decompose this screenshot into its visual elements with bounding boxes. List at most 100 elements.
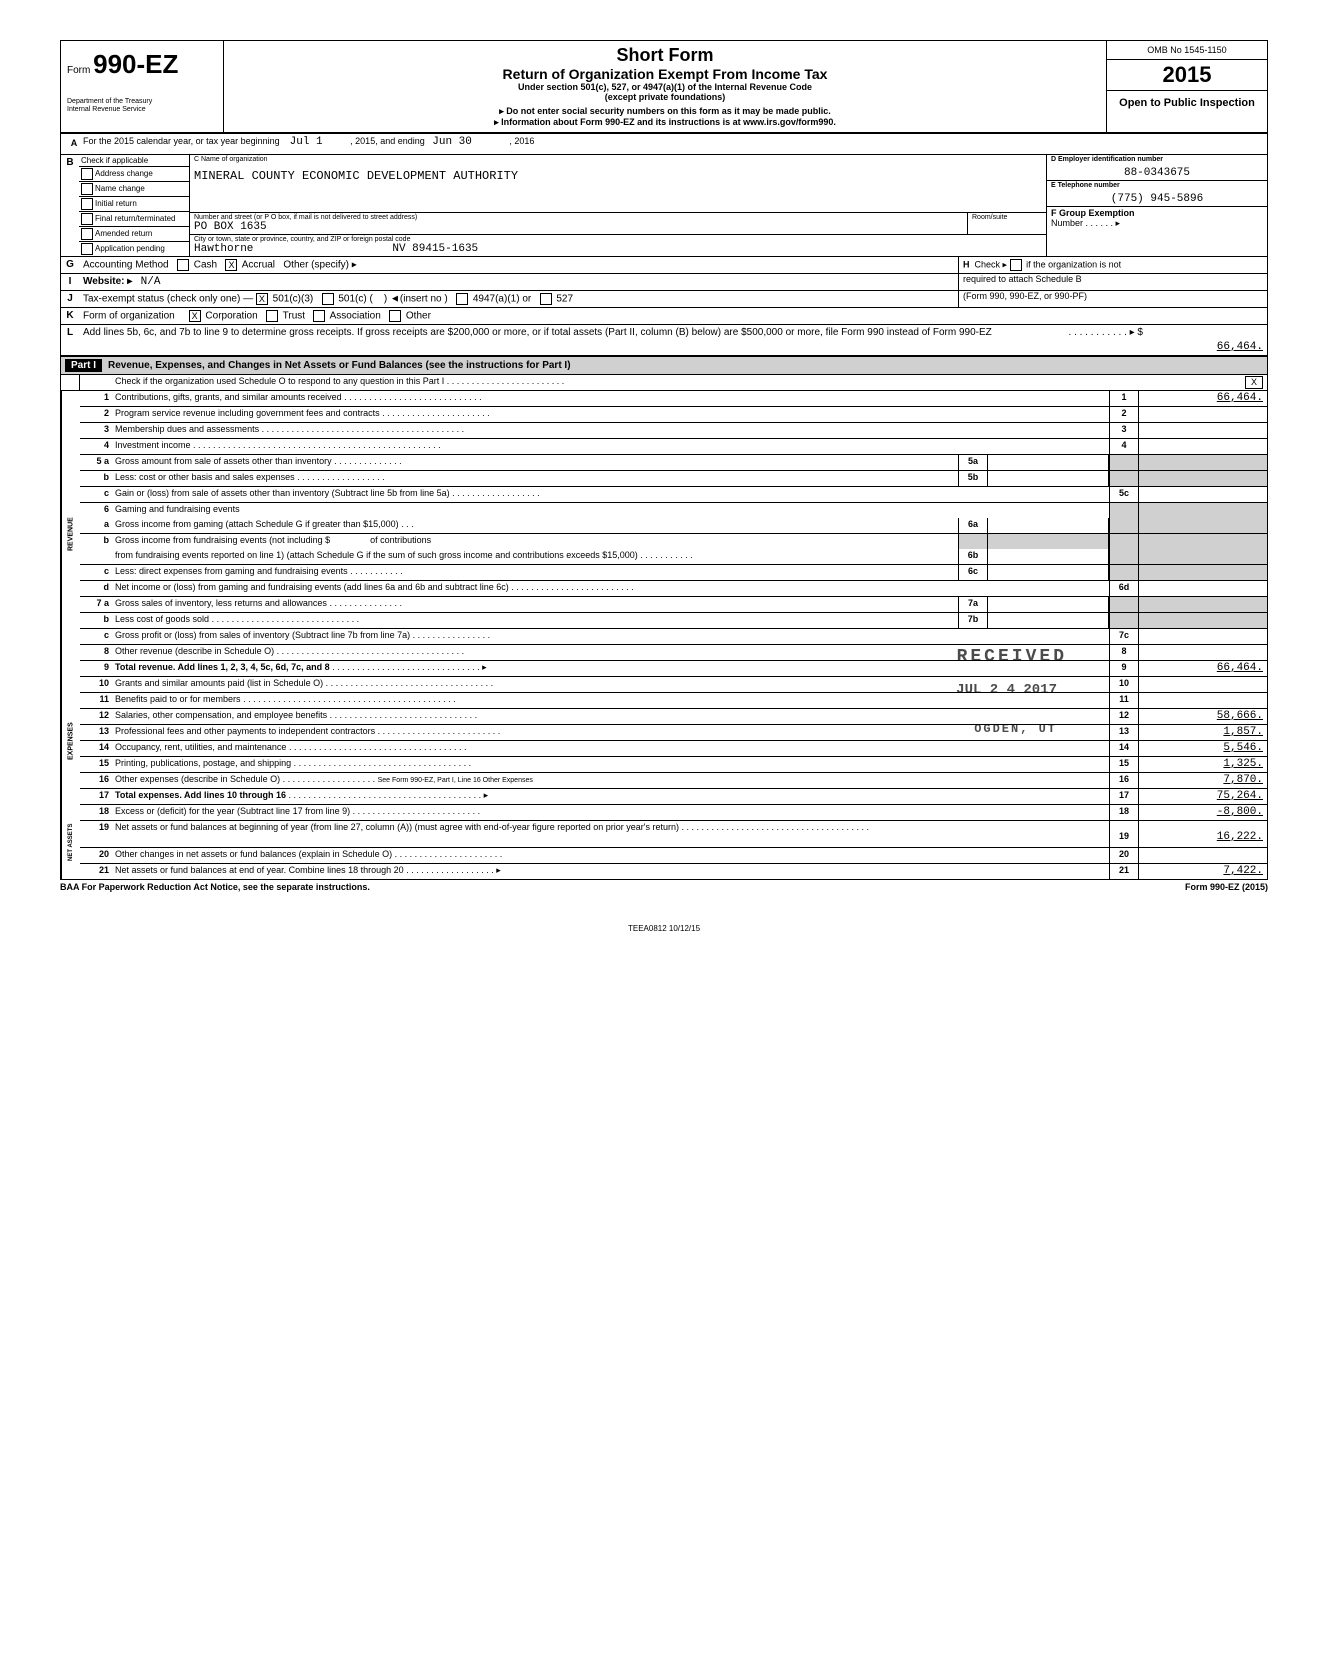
l-text: Add lines 5b, 6c, and 7b to line 9 to de… — [83, 327, 1003, 353]
room-label: Room/suite — [972, 214, 1042, 221]
check-header: Check if applicable — [79, 155, 189, 167]
line17-val: 75,264. — [1138, 789, 1267, 804]
l-value: 66,464. — [1143, 341, 1263, 353]
ein: 88-0343675 — [1051, 167, 1263, 179]
city-label: City or town, state or province, country… — [194, 236, 1042, 243]
title-section: Under section 501(c), 527, or 4947(a)(1)… — [234, 82, 1096, 92]
line18-val: -8,800. — [1138, 805, 1267, 820]
f-label: F Group Exemption — [1051, 208, 1263, 218]
check-accrual[interactable]: X — [225, 259, 237, 271]
row-l: L Add lines 5b, 6c, and 7b to line 9 to … — [61, 325, 1267, 356]
footer-left: BAA For Paperwork Reduction Act Notice, … — [60, 882, 370, 892]
date-stamp: JUL 2 4 2017 — [956, 682, 1057, 698]
footer-mid: TEEA0812 10/12/15 — [60, 924, 1268, 933]
row-i: I Website: ▸ N/A required to attach Sche… — [61, 274, 1267, 291]
dept-irs: Internal Revenue Service — [67, 106, 217, 114]
check-527[interactable] — [540, 293, 552, 305]
title-except: (except private foundations) — [234, 92, 1096, 102]
form-990ez: Form 990-EZ Department of the Treasury I… — [60, 40, 1268, 880]
note-info: ▸ Information about Form 990-EZ and its … — [234, 117, 1096, 128]
ogden-stamp: OGDEN, UT — [974, 722, 1057, 736]
revenue-section: REVENUE 1Contributions, gifts, grants, a… — [61, 391, 1267, 677]
period-endyear: , 2016 — [509, 136, 534, 146]
line1-val: 66,464. — [1138, 391, 1267, 406]
page-footer: BAA For Paperwork Reduction Act Notice, … — [60, 880, 1268, 894]
check-app[interactable] — [81, 243, 93, 255]
check-4947[interactable] — [456, 293, 468, 305]
addr-label: Number and street (or P O box, if mail i… — [194, 214, 963, 221]
omb-number: OMB No 1545-1150 — [1107, 41, 1267, 60]
netassets-section: NET ASSETS 18Excess or (deficit) for the… — [61, 805, 1267, 879]
line15-val: 1,325. — [1138, 757, 1267, 772]
period-mid: , 2015, and ending — [350, 136, 425, 146]
row-k: K Form of organization X Corporation Tru… — [61, 308, 1267, 325]
tax-year: 2015 — [1107, 60, 1267, 91]
phone: (775) 945-5896 — [1051, 193, 1263, 205]
part1-checkbox[interactable]: X — [1245, 376, 1263, 389]
row-j: J Tax-exempt status (check only one) — X… — [61, 291, 1267, 308]
part1-check: Check if the organization used Schedule … — [61, 375, 1267, 391]
check-corp[interactable]: X — [189, 310, 201, 322]
side-netassets: NET ASSETS — [61, 805, 80, 879]
line10-val — [1138, 677, 1267, 692]
check-init[interactable] — [81, 198, 93, 210]
side-expenses: EXPENSES — [61, 677, 80, 805]
period-end: Jun 30 — [432, 136, 472, 148]
part1-label: Part I — [65, 359, 102, 372]
line19-val: 16,222. — [1138, 821, 1267, 847]
dept-treasury: Department of the Treasury — [67, 98, 217, 106]
line2-val — [1138, 407, 1267, 422]
check-cash[interactable] — [177, 259, 189, 271]
check-final[interactable] — [81, 213, 93, 225]
check-501c[interactable] — [322, 293, 334, 305]
part1-title: Revenue, Expenses, and Changes in Net As… — [108, 360, 571, 371]
org-name: MINERAL COUNTY ECONOMIC DEVELOPMENT AUTH… — [194, 169, 1042, 183]
f-label2: Number . . . . . . ▸ — [1051, 218, 1263, 229]
line8-val — [1138, 645, 1267, 660]
e-label: E Telephone number — [1051, 182, 1263, 189]
c-label: C Name of organization — [194, 156, 1042, 163]
line9-val: 66,464. — [1138, 661, 1267, 676]
row-g: G Accounting Method Cash X Accrual Other… — [61, 257, 1267, 274]
line12-val: 58,666. — [1138, 709, 1267, 724]
form-prefix: Form — [67, 65, 90, 76]
org-addr: PO BOX 1635 — [194, 221, 963, 233]
title-return: Return of Organization Exempt From Incom… — [234, 66, 1096, 82]
check-trust[interactable] — [266, 310, 278, 322]
period-begin: Jul 1 — [290, 136, 323, 148]
line13-val: 1,857. — [1138, 725, 1267, 740]
form-number: 990-EZ — [93, 49, 178, 79]
d-label: D Employer identification number — [1051, 156, 1263, 163]
line14-val: 5,546. — [1138, 741, 1267, 756]
org-info-block: B Check if applicable Address change Nam… — [61, 155, 1267, 257]
check-addr[interactable] — [81, 168, 93, 180]
website: N/A — [141, 276, 161, 288]
line16-val: 7,870. — [1138, 773, 1267, 788]
expenses-section: EXPENSES 10Grants and similar amounts pa… — [61, 677, 1267, 805]
line5c-val — [1138, 487, 1267, 502]
line4-val — [1138, 439, 1267, 454]
check-name[interactable] — [81, 183, 93, 195]
line3-val — [1138, 423, 1267, 438]
received-stamp: RECEIVED — [957, 647, 1067, 667]
footer-right: Form 990-EZ (2015) — [1185, 882, 1268, 892]
g-label: Accounting Method — [83, 260, 169, 271]
org-state-zip: NV 89415-1635 — [392, 243, 478, 255]
line20-val — [1138, 848, 1267, 863]
line7c-val — [1138, 629, 1267, 644]
line6d-val — [1138, 581, 1267, 596]
check-other[interactable] — [389, 310, 401, 322]
check-amend[interactable] — [81, 228, 93, 240]
line21-val: 7,422. — [1138, 864, 1267, 879]
note-ssn: ▸ Do not enter social security numbers o… — [234, 106, 1096, 117]
org-city: Hawthorne — [194, 243, 253, 255]
open-public: Open to Public Inspection — [1107, 91, 1267, 115]
side-revenue: REVENUE — [61, 391, 80, 677]
line11-val — [1138, 693, 1267, 708]
check-501c3[interactable]: X — [256, 293, 268, 305]
check-h[interactable] — [1010, 259, 1022, 271]
period-text: For the 2015 calendar year, or tax year … — [83, 136, 280, 146]
title-short-form: Short Form — [234, 45, 1096, 66]
check-assoc[interactable] — [313, 310, 325, 322]
l-arrow: . . . . . . . . . . . ▸ $ — [1003, 327, 1143, 353]
